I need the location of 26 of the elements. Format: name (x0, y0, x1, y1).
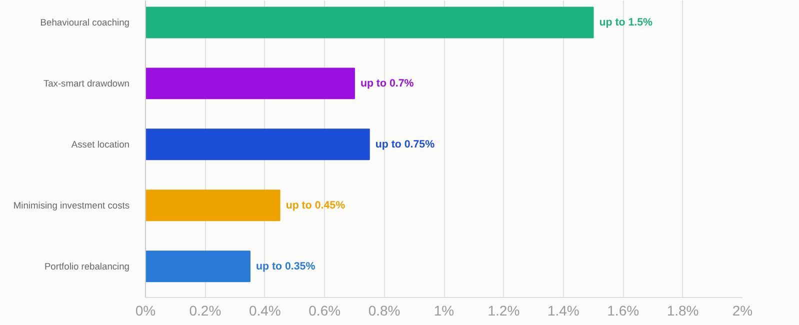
x-tick-label: 0.4% (248, 302, 281, 318)
x-tick-label: 1.8% (666, 302, 699, 318)
bar (146, 128, 370, 160)
x-tick-label: 0.6% (308, 302, 341, 318)
data-label: up to 0.35% (256, 260, 316, 272)
x-tick-label: 0.8% (368, 302, 400, 318)
x-tick-label: 1.2% (488, 302, 520, 318)
x-tick-label: 1% (434, 302, 454, 318)
x-tick-label: 1.6% (607, 302, 640, 318)
bar (146, 250, 250, 282)
data-label: up to 0.7% (360, 77, 414, 90)
y-tick-label: Portfolio rebalancing (44, 261, 130, 272)
bar (146, 68, 355, 100)
data-label: up to 1.5% (599, 16, 654, 28)
bar (146, 6, 594, 38)
y-tick-label: Minimising investment costs (13, 200, 130, 210)
x-tick-label: 1.4% (547, 302, 580, 318)
data-label: up to 0.45% (286, 199, 346, 212)
y-tick-label: Tax-smart drawdown (43, 78, 130, 88)
x-tick-label: 0.2% (189, 302, 222, 318)
y-tick-label: Asset location (71, 139, 130, 150)
x-tick-label: 2% (732, 302, 753, 318)
x-tick-label: 0% (135, 302, 156, 318)
bar (146, 190, 280, 222)
data-label: up to 0.75% (375, 138, 436, 150)
y-tick-label: Behavioural coaching (40, 17, 130, 28)
